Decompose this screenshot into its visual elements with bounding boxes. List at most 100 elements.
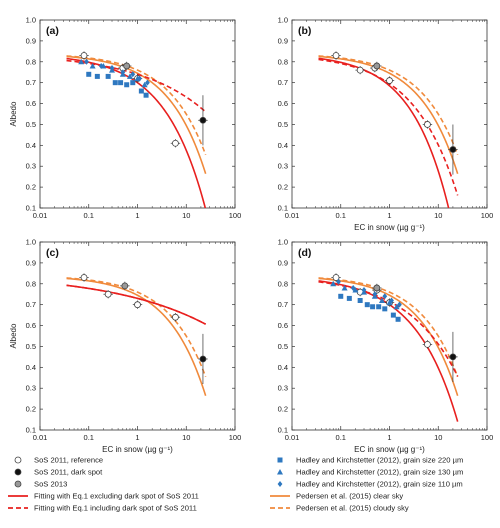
y-tick-label: 0.5 (278, 342, 288, 351)
panel-d: 0.10.20.30.40.50.60.70.80.91.00.01 0.1 1 10… (278, 238, 494, 455)
sos2011-ref-point (104, 290, 112, 298)
sos2011-ref-point (386, 77, 393, 84)
legend-label: SoS 2013 (34, 480, 67, 489)
x-tick-label: 1 (135, 211, 139, 220)
y-tick-label: 0.2 (26, 405, 36, 414)
hk220-point (376, 304, 382, 310)
hk110-point (336, 278, 341, 285)
y-tick-label: 0.1 (26, 204, 36, 213)
y-tick-label: 0.1 (278, 204, 288, 213)
pedersen-clear-curve (318, 277, 459, 397)
pedersen-clear-curve (66, 55, 207, 175)
panel-a: 0.10.20.30.40.50.60.70.80.91.00.01 0.1 1 10… (9, 16, 241, 221)
panel-b: 0.10.20.30.40.50.60.70.80.91.00.01 0.1 1 10… (278, 16, 494, 233)
y-tick-label: 0.6 (278, 321, 288, 330)
sos2011-ref-point (332, 274, 340, 281)
hk110-point (137, 75, 142, 82)
hk110-point (98, 62, 104, 69)
curves (66, 277, 207, 397)
y-tick-label: 0.3 (278, 162, 288, 171)
sos2011-ref-point (172, 313, 179, 321)
sos2011-ref-point (80, 274, 88, 281)
y-tick-label: 0.7 (278, 78, 288, 87)
y-tick-label: 0.2 (278, 405, 288, 414)
hk220-point (346, 295, 352, 301)
y-tick-label: 0.6 (278, 99, 288, 108)
sos2013-point (123, 62, 131, 70)
panel-label: (a) (46, 25, 59, 37)
hk130-point (341, 284, 348, 291)
hk130-point (393, 303, 400, 310)
legend-item: SoS 2011, dark spot (14, 468, 103, 477)
plot-frame (291, 241, 488, 431)
hk110-point (382, 293, 388, 300)
plot-frame (39, 241, 236, 431)
sos2011-dark-point (449, 146, 457, 153)
hk220-point (138, 88, 144, 94)
hk220-point (124, 82, 130, 88)
hk110-point (397, 301, 402, 308)
hk110-point (389, 297, 394, 304)
x-tick-label: 0.1 (336, 211, 346, 220)
hk130-point (78, 58, 85, 65)
legend-item: Hadley and Kirchstetter (2012), grain si… (277, 480, 463, 489)
legend-label: SoS 2011, dark spot (34, 468, 103, 477)
y-tick-label: 0.1 (278, 426, 288, 435)
x-tick-label: 10 (182, 433, 190, 442)
hk220-point (94, 73, 100, 79)
y-axis-label: Albedo (9, 101, 18, 126)
hk110-point (130, 71, 136, 78)
y-tick-label: 0.8 (26, 279, 36, 288)
x-tick-label: 1 (387, 211, 391, 220)
hk220-point (118, 80, 124, 86)
hk220-point (395, 316, 401, 322)
hk220-point (357, 297, 363, 303)
pedersen-cloudy-curve (66, 55, 207, 156)
hk130-point (330, 280, 337, 287)
plot-frame (291, 19, 488, 209)
y-tick-label: 1.0 (278, 16, 288, 25)
x-tick-label: 10 (182, 211, 190, 220)
hk130-point (141, 81, 148, 88)
y-tick-label: 0.4 (26, 363, 36, 372)
x-tick-label: 100 (229, 211, 242, 220)
x-tick-label: 10 (434, 433, 442, 442)
legend-label: Fitting with Eq.1 excluding dark spot of… (34, 492, 199, 501)
y-tick-label: 0.3 (278, 384, 288, 393)
hk220-point (338, 293, 344, 299)
y-tick-label: 0.2 (26, 183, 36, 192)
hk220-point (364, 302, 370, 308)
x-tick-label: 0.01 (285, 433, 300, 442)
hk130-point (352, 287, 359, 293)
fit-including-curve (66, 59, 207, 113)
hk220-point (370, 304, 376, 310)
y-tick-label: 0.9 (26, 258, 36, 267)
y-tick-label: 0.9 (278, 36, 288, 45)
y-tick-label: 0.1 (26, 426, 36, 435)
pedersen-cloudy-curve (66, 277, 207, 378)
pedersen-clear-curve (318, 55, 459, 175)
fit-excluding-curve (66, 57, 207, 208)
sos2011-dark-point (199, 116, 207, 124)
hk220-point (382, 306, 388, 312)
plot-frame (39, 19, 236, 209)
hk130-point (386, 299, 393, 306)
panel-c: 0.10.20.30.40.50.60.70.80.91.00.01 0.1 1 10… (9, 238, 241, 455)
x-tick-label: 0.1 (336, 433, 346, 442)
y-tick-label: 1.0 (26, 238, 36, 247)
x-tick-label: 0.01 (285, 211, 300, 220)
legend-circle-marker (14, 456, 22, 464)
y-tick-label: 0.4 (278, 141, 288, 150)
y-tick-label: 0.7 (278, 300, 288, 309)
hk220-point (390, 312, 396, 318)
x-tick-label: 100 (481, 211, 494, 220)
sos2013-point (121, 282, 129, 290)
legend-label: Hadley and Kirchstetter (2012), grain si… (296, 456, 463, 465)
x-tick-label: 10 (434, 211, 442, 220)
y-tick-label: 0.9 (278, 258, 288, 267)
hk130-point (378, 297, 385, 303)
sos2011-dark-point (449, 353, 457, 361)
sos2011-ref-point (356, 66, 364, 74)
legend-item: Pedersen et al. (2015) cloudy sky (270, 504, 409, 513)
